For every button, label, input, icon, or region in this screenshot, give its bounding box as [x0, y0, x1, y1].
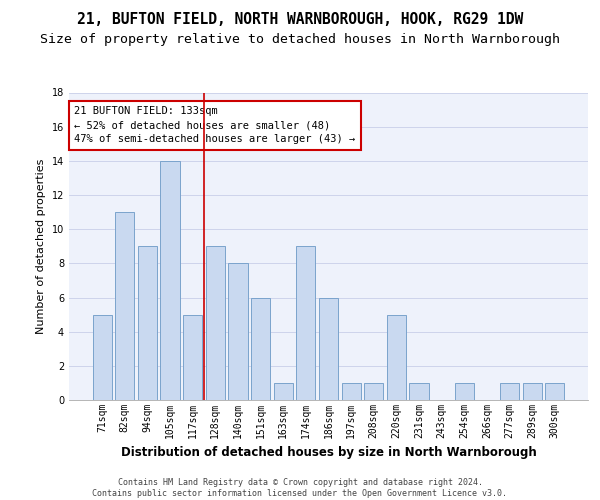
Text: 21, BUFTON FIELD, NORTH WARNBOROUGH, HOOK, RG29 1DW: 21, BUFTON FIELD, NORTH WARNBOROUGH, HOO… [77, 12, 523, 28]
Bar [274, 383, 293, 400]
X-axis label: Distribution of detached houses by size in North Warnborough: Distribution of detached houses by size … [121, 446, 536, 460]
Bar [160, 161, 180, 400]
Text: Contains HM Land Registry data © Crown copyright and database right 2024.
Contai: Contains HM Land Registry data © Crown c… [92, 478, 508, 498]
Bar [229, 264, 248, 400]
Bar [296, 246, 316, 400]
Bar [409, 383, 428, 400]
Bar [319, 298, 338, 400]
Bar [341, 383, 361, 400]
Bar [523, 383, 542, 400]
Bar [455, 383, 474, 400]
Bar [364, 383, 383, 400]
Bar [138, 246, 157, 400]
Text: 21 BUFTON FIELD: 133sqm
← 52% of detached houses are smaller (48)
47% of semi-de: 21 BUFTON FIELD: 133sqm ← 52% of detache… [74, 106, 355, 144]
Bar [387, 314, 406, 400]
Bar [251, 298, 270, 400]
Bar [183, 314, 202, 400]
Bar [545, 383, 565, 400]
Bar [92, 314, 112, 400]
Bar [500, 383, 519, 400]
Bar [115, 212, 134, 400]
Text: Size of property relative to detached houses in North Warnborough: Size of property relative to detached ho… [40, 32, 560, 46]
Y-axis label: Number of detached properties: Number of detached properties [36, 158, 46, 334]
Bar [206, 246, 225, 400]
